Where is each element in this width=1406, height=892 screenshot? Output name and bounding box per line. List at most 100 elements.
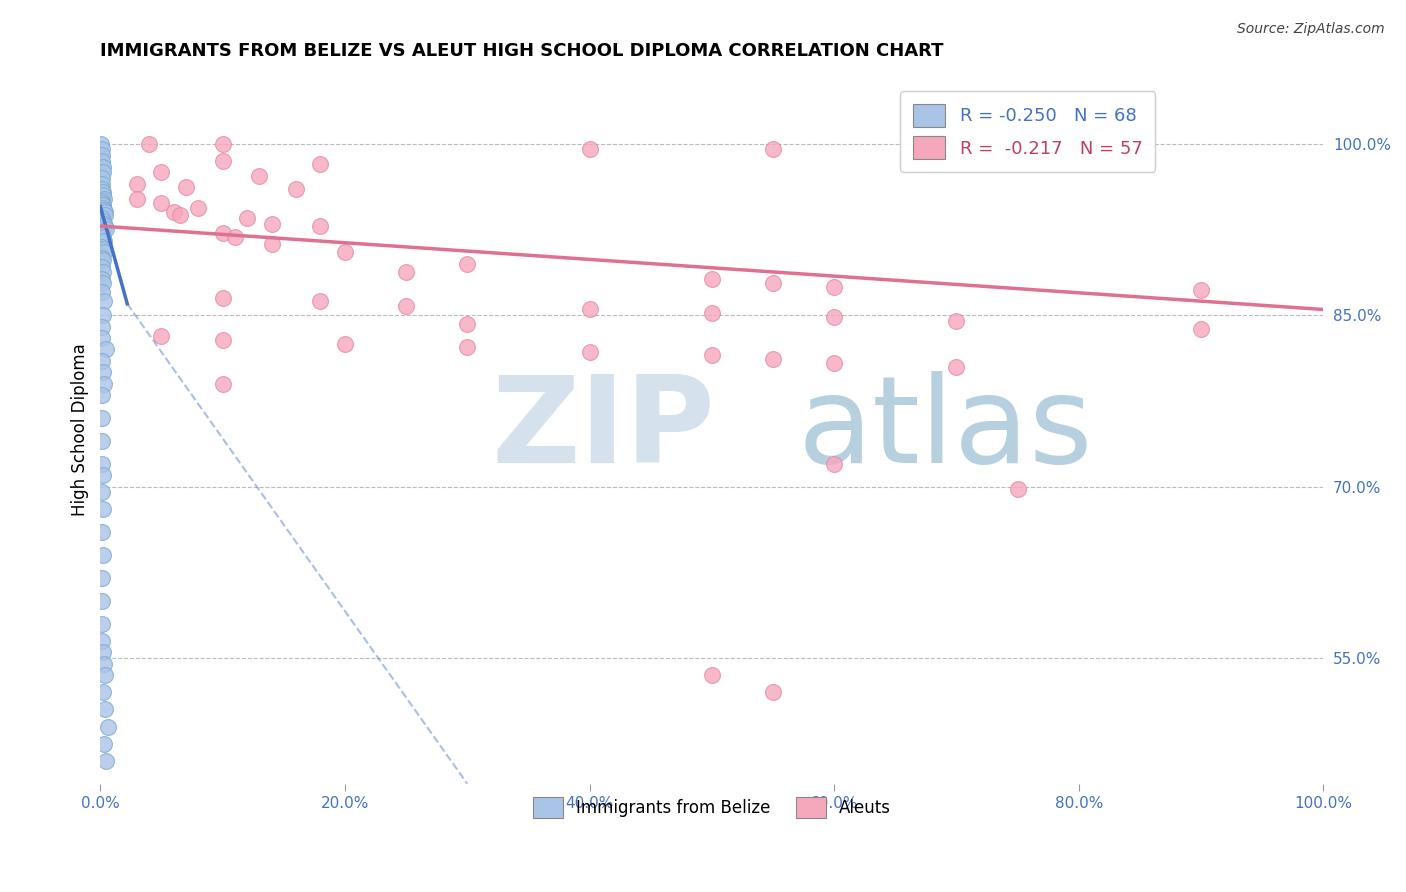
Point xyxy=(823,457,845,471)
Point xyxy=(125,192,148,206)
Point xyxy=(700,348,723,362)
Point xyxy=(90,411,112,425)
Point xyxy=(823,356,845,370)
Point xyxy=(91,242,114,256)
Point xyxy=(91,230,114,244)
Point xyxy=(1007,482,1029,496)
Point xyxy=(578,302,600,317)
Point xyxy=(97,720,120,734)
Point xyxy=(96,343,118,357)
Point xyxy=(945,314,967,328)
Point xyxy=(150,196,173,211)
Point xyxy=(91,253,114,268)
Point xyxy=(700,668,723,682)
Point xyxy=(762,276,785,290)
Point xyxy=(125,177,148,191)
Point xyxy=(211,334,233,348)
Point xyxy=(90,271,112,285)
Point xyxy=(700,271,723,285)
Point xyxy=(93,737,115,751)
Point xyxy=(93,245,115,260)
Point xyxy=(945,359,967,374)
Point xyxy=(163,205,186,219)
Point xyxy=(90,171,112,186)
Point xyxy=(90,594,112,608)
Point xyxy=(921,136,943,151)
Point xyxy=(211,291,233,305)
Point xyxy=(94,219,117,233)
Point xyxy=(578,344,600,359)
Point xyxy=(94,208,117,222)
Point xyxy=(260,237,283,252)
Point xyxy=(93,217,115,231)
Point xyxy=(138,136,160,151)
Point xyxy=(90,633,112,648)
Point xyxy=(285,182,308,196)
Point xyxy=(93,234,115,248)
Point xyxy=(90,525,112,540)
Point xyxy=(90,194,112,208)
Point xyxy=(90,211,112,225)
Point xyxy=(91,685,114,699)
Point xyxy=(456,340,478,354)
Point xyxy=(762,685,785,699)
Point xyxy=(91,308,114,322)
Point xyxy=(93,657,115,671)
Point xyxy=(90,177,112,191)
Point xyxy=(90,354,112,368)
Point xyxy=(1067,136,1090,151)
Point xyxy=(91,548,114,562)
Point xyxy=(762,143,785,157)
Point xyxy=(90,251,112,265)
Point xyxy=(247,169,270,183)
Point xyxy=(91,331,114,345)
Point xyxy=(578,143,600,157)
Point xyxy=(90,319,112,334)
Point xyxy=(456,257,478,271)
Point xyxy=(187,201,209,215)
Point xyxy=(762,351,785,366)
Point xyxy=(333,336,356,351)
Point xyxy=(91,185,114,199)
Point xyxy=(91,265,114,279)
Point xyxy=(1189,322,1212,336)
Point xyxy=(456,318,478,332)
Point xyxy=(91,214,114,228)
Point xyxy=(93,376,115,391)
Legend: Immigrants from Belize, Aleuts: Immigrants from Belize, Aleuts xyxy=(526,790,897,825)
Point xyxy=(93,294,115,309)
Point xyxy=(91,182,114,196)
Point xyxy=(309,219,332,233)
Point xyxy=(90,136,112,151)
Point xyxy=(93,205,115,219)
Text: Source: ZipAtlas.com: Source: ZipAtlas.com xyxy=(1237,22,1385,37)
Point xyxy=(395,265,418,279)
Point xyxy=(90,388,112,402)
Point xyxy=(90,571,112,585)
Point xyxy=(174,180,197,194)
Point xyxy=(150,328,173,343)
Point xyxy=(90,434,112,448)
Point xyxy=(94,702,117,716)
Point xyxy=(309,294,332,309)
Point xyxy=(93,192,115,206)
Point xyxy=(91,502,114,516)
Point xyxy=(91,198,114,212)
Point xyxy=(91,365,114,379)
Point xyxy=(211,376,233,391)
Point xyxy=(94,668,117,682)
Point xyxy=(90,260,112,275)
Point xyxy=(96,222,118,236)
Y-axis label: High School Diploma: High School Diploma xyxy=(72,343,89,516)
Point xyxy=(91,468,114,483)
Point xyxy=(90,228,112,243)
Point xyxy=(169,208,191,222)
Point xyxy=(90,239,112,253)
Point xyxy=(91,645,114,659)
Point xyxy=(260,217,283,231)
Point xyxy=(90,148,112,162)
Point xyxy=(93,202,115,217)
Point xyxy=(91,153,114,168)
Point xyxy=(236,211,259,225)
Point xyxy=(91,160,114,174)
